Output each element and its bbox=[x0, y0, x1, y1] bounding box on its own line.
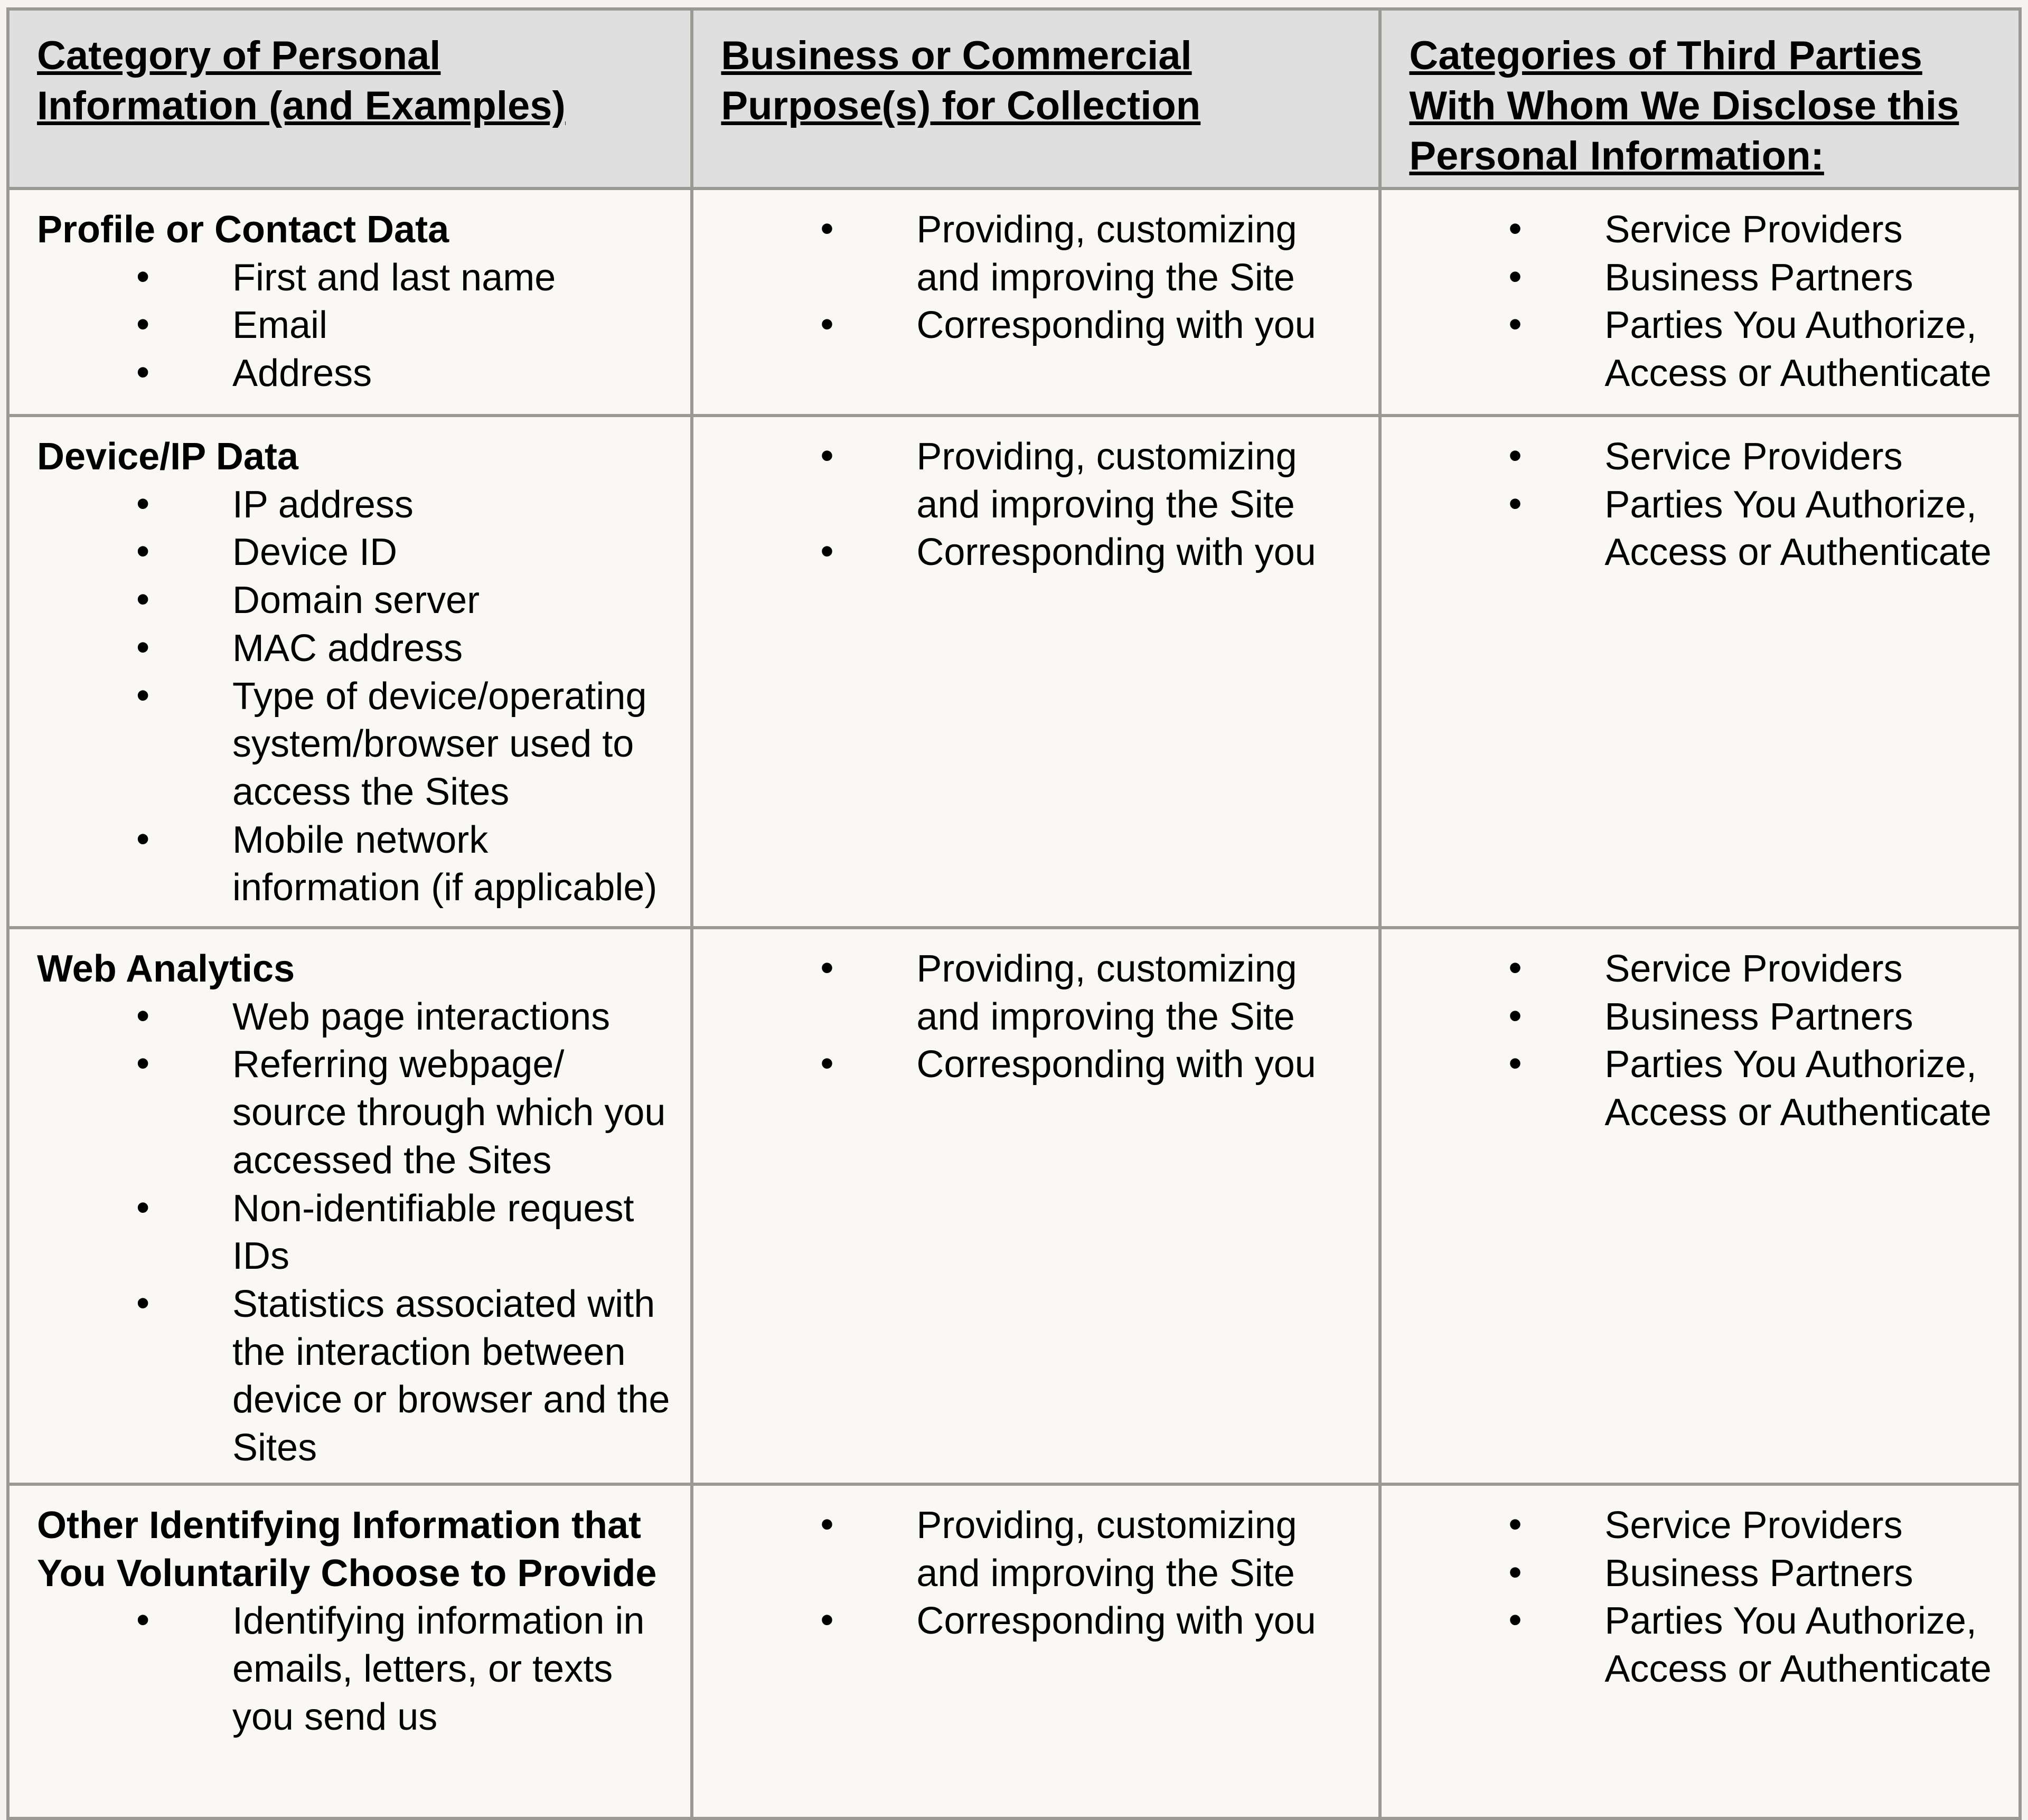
examples-list: First and last nameEmailAddress bbox=[37, 253, 675, 398]
list-item: Service Providers bbox=[1409, 432, 2004, 481]
list-item: Identifying information in emails, lette… bbox=[37, 1596, 675, 1741]
list-item: Corresponding with you bbox=[721, 527, 1364, 577]
list-item: Providing, customizing and improving the… bbox=[721, 1501, 1364, 1597]
list-item: Corresponding with you bbox=[721, 1596, 1364, 1645]
list-item: Address bbox=[37, 348, 675, 398]
list-item: Email bbox=[37, 300, 675, 350]
list-item: MAC address bbox=[37, 624, 675, 673]
list-item: Domain server bbox=[37, 576, 675, 625]
list-item: Parties You Authorize, Access or Authent… bbox=[1409, 480, 2004, 577]
cell-third-parties: Service ProvidersParties You Authorize, … bbox=[1378, 414, 2022, 929]
list-item: Parties You Authorize, Access or Authent… bbox=[1409, 300, 2004, 397]
cell-category-examples: Device/IP Data IP addressDevice IDDomain… bbox=[6, 414, 694, 929]
cell-third-parties: Service ProvidersBusiness PartnersPartie… bbox=[1378, 926, 2022, 1486]
table-row: Other Identifying Information that You V… bbox=[6, 1482, 2022, 1820]
personal-information-table: Category of Personal Information (and Ex… bbox=[6, 7, 2022, 1820]
third-parties-list: Service ProvidersParties You Authorize, … bbox=[1409, 432, 2004, 577]
list-item: Business Partners bbox=[1409, 1549, 2004, 1598]
cell-category-examples: Profile or Contact Data First and last n… bbox=[6, 187, 694, 417]
category-title: Device/IP Data bbox=[37, 436, 298, 478]
list-item: Business Partners bbox=[1409, 992, 2004, 1041]
third-parties-list: Service ProvidersBusiness PartnersPartie… bbox=[1409, 944, 2004, 1137]
purposes-list: Providing, customizing and improving the… bbox=[721, 205, 1364, 350]
purposes-list: Providing, customizing and improving the… bbox=[721, 1501, 1364, 1645]
list-item: Providing, customizing and improving the… bbox=[721, 205, 1364, 301]
list-item: Business Partners bbox=[1409, 253, 2004, 302]
cell-purposes: Providing, customizing and improving the… bbox=[690, 926, 1382, 1486]
list-item: Providing, customizing and improving the… bbox=[721, 432, 1364, 529]
header-row: Category of Personal Information (and Ex… bbox=[6, 7, 2022, 190]
third-parties-list: Service ProvidersBusiness PartnersPartie… bbox=[1409, 1501, 2004, 1693]
column-header-category: Category of Personal Information (and Ex… bbox=[6, 7, 694, 190]
table-row: Device/IP Data IP addressDevice IDDomain… bbox=[6, 414, 2022, 929]
cell-third-parties: Service ProvidersBusiness PartnersPartie… bbox=[1378, 1482, 2022, 1820]
list-item: Service Providers bbox=[1409, 1501, 2004, 1550]
list-item: First and last name bbox=[37, 253, 675, 302]
cell-category-examples: Web Analytics Web page interactionsRefer… bbox=[6, 926, 694, 1486]
list-item: Service Providers bbox=[1409, 205, 2004, 254]
category-title: Other Identifying Information that You V… bbox=[37, 1504, 657, 1595]
column-header-purpose: Business or Commercial Purpose(s) for Co… bbox=[690, 7, 1382, 190]
cell-purposes: Providing, customizing and improving the… bbox=[690, 1482, 1382, 1820]
third-parties-list: Service ProvidersBusiness PartnersPartie… bbox=[1409, 205, 2004, 398]
table-row: Web Analytics Web page interactionsRefer… bbox=[6, 926, 2022, 1486]
purposes-list: Providing, customizing and improving the… bbox=[721, 432, 1364, 577]
list-item: Mobile network information (if applicabl… bbox=[37, 815, 675, 912]
list-item: Corresponding with you bbox=[721, 1040, 1364, 1089]
cell-category-examples: Other Identifying Information that You V… bbox=[6, 1482, 694, 1820]
category-title: Web Analytics bbox=[37, 948, 295, 990]
table-body: Profile or Contact Data First and last n… bbox=[6, 187, 2022, 1820]
list-item: Providing, customizing and improving the… bbox=[721, 944, 1364, 1041]
category-title: Profile or Contact Data bbox=[37, 209, 449, 251]
examples-list: IP addressDevice IDDomain serverMAC addr… bbox=[37, 480, 675, 912]
list-item: Parties You Authorize, Access or Authent… bbox=[1409, 1040, 2004, 1136]
cell-purposes: Providing, customizing and improving the… bbox=[690, 187, 1382, 417]
purposes-list: Providing, customizing and improving the… bbox=[721, 944, 1364, 1089]
examples-list: Identifying information in emails, lette… bbox=[37, 1596, 675, 1741]
list-item: Web page interactions bbox=[37, 992, 675, 1041]
list-item: Referring webpage/ source through which … bbox=[37, 1040, 675, 1184]
list-item: IP address bbox=[37, 480, 675, 529]
table-header: Category of Personal Information (and Ex… bbox=[6, 7, 2022, 190]
list-item: Non-identifiable request IDs bbox=[37, 1184, 675, 1280]
list-item: Corresponding with you bbox=[721, 300, 1364, 350]
cell-purposes: Providing, customizing and improving the… bbox=[690, 414, 1382, 929]
table-row: Profile or Contact Data First and last n… bbox=[6, 187, 2022, 417]
list-item: Device ID bbox=[37, 527, 675, 577]
examples-list: Web page interactionsReferring webpage/ … bbox=[37, 992, 675, 1472]
column-header-third-parties: Categories of Third Parties With Whom We… bbox=[1378, 7, 2022, 190]
list-item: Service Providers bbox=[1409, 944, 2004, 993]
list-item: Type of device/operating system/browser … bbox=[37, 672, 675, 816]
cell-third-parties: Service ProvidersBusiness PartnersPartie… bbox=[1378, 187, 2022, 417]
list-item: Parties You Authorize, Access or Authent… bbox=[1409, 1596, 2004, 1693]
list-item: Statistics associated with the interacti… bbox=[37, 1279, 675, 1472]
